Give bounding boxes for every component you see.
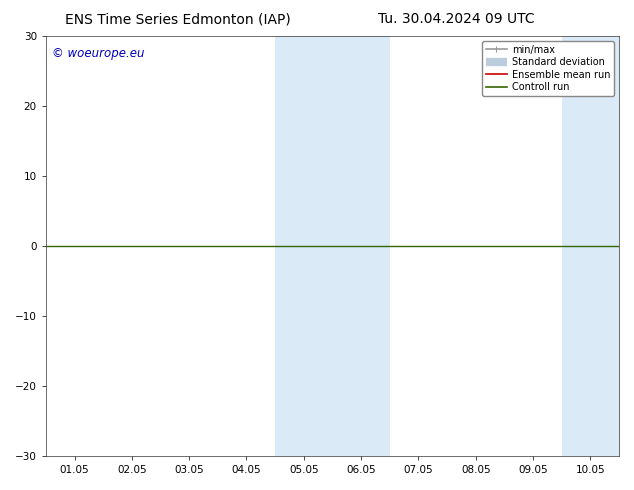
Legend: min/max, Standard deviation, Ensemble mean run, Controll run: min/max, Standard deviation, Ensemble me… [482,41,614,96]
Text: Tu. 30.04.2024 09 UTC: Tu. 30.04.2024 09 UTC [378,12,535,26]
Bar [275,36,390,456]
Text: © woeurope.eu: © woeurope.eu [51,47,144,60]
Bar [562,36,619,456]
Text: ENS Time Series Edmonton (IAP): ENS Time Series Edmonton (IAP) [65,12,290,26]
